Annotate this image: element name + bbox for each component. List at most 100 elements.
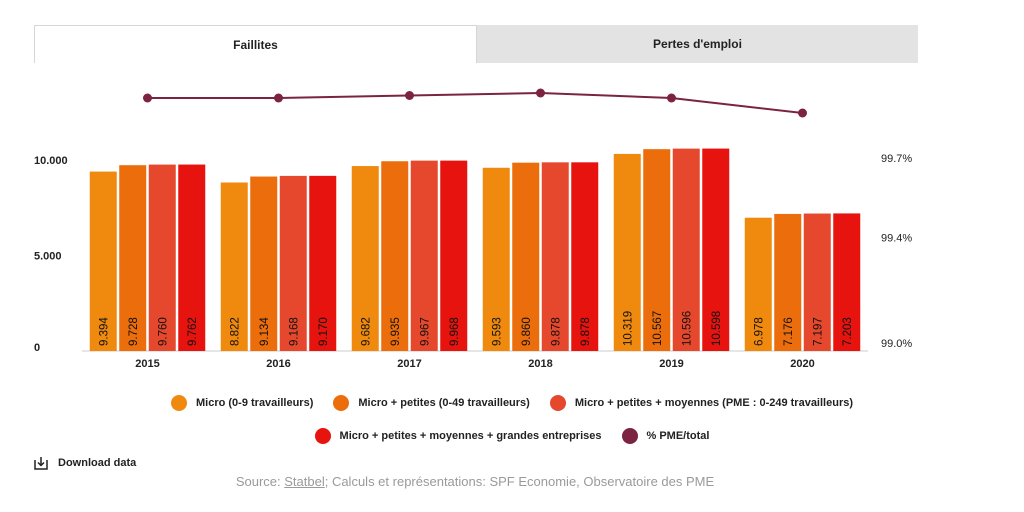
bar-value-label: 9.593 [491,317,503,346]
bar-value-label: 9.728 [128,317,140,346]
legend-label-total: Micro + petites + moyennes + grandes ent… [339,430,602,442]
bar[interactable] [309,175,337,351]
bar-value-label: 9.134 [259,317,271,346]
right-axis: 99.0% 99.4% 99.7% [881,153,912,350]
legend-label-micro: Micro (0-9 travailleurs) [195,397,314,409]
bar-value-label: 9.878 [550,317,562,346]
pct-line-point[interactable] [274,93,283,103]
x-tick-label: 2018 [528,358,552,370]
bars: 9.394 9.728 9.760 9.762 8.822 9.134 9.168 9.170… [89,148,861,351]
bar[interactable] [89,171,117,351]
bar-value-label: 7.197 [812,317,824,346]
bar-value-label: 10.319 [622,311,634,346]
legend-item-micro[interactable]: Micro (0-9 travailleurs) [170,395,314,411]
x-tick-label: 2016 [266,358,290,370]
tab-pertes-emploi[interactable]: Pertes d'emploi [653,37,742,51]
bar-value-label: 10.598 [711,311,723,346]
bar[interactable] [279,175,307,351]
left-tick-label: 5.000 [34,251,62,263]
legend-item-total[interactable]: Micro + petites + moyennes + grandes ent… [314,428,602,444]
bar-value-label: 10.567 [652,311,664,346]
pct-line-point[interactable] [536,88,545,98]
bar[interactable] [512,162,540,351]
bar[interactable] [643,149,671,351]
bar-value-label: 9.682 [360,317,372,346]
legend-row-1: Micro (0-9 travailleurs) Micro + petites… [0,395,1024,411]
bar-value-label: 8.822 [229,317,241,346]
pct-line [143,88,807,118]
bar-value-label: 9.394 [98,317,110,346]
bar[interactable] [119,165,147,351]
bar[interactable] [672,148,700,351]
download-label: Download data [58,457,137,469]
pct-line-path [147,91,803,114]
x-axis-labels: 2015 2016 2017 2018 2019 2020 [135,358,814,370]
bar-value-label: 7.176 [783,317,795,346]
x-tick-label: 2020 [790,358,814,370]
tab-faillites[interactable]: Faillites [34,25,477,63]
bar[interactable] [803,213,831,351]
bar-value-label: 9.760 [157,317,169,346]
x-tick-label: 2017 [397,358,421,370]
bar[interactable] [410,160,438,351]
bar[interactable] [178,164,206,351]
legend-item-micro-petites[interactable]: Micro + petites (0-49 travailleurs) [333,395,530,411]
bar[interactable] [613,153,641,351]
legend-dot-total [314,428,331,444]
pct-line-point[interactable] [405,91,414,100]
legend-dot-micro [170,395,187,411]
download-data-button[interactable]: Download data [34,456,136,470]
legend-label-pme: Micro + petites + moyennes (PME : 0-249 … [574,397,854,409]
source-suffix: ; Calculs et représentations: SPF Econom… [324,474,715,489]
pct-line-point[interactable] [143,93,152,103]
bar-value-label: 9.170 [318,317,330,346]
tab-bar: Faillites Pertes d'emploi [34,25,918,63]
right-tick-label: 99.4% [881,232,912,244]
pct-line-point[interactable] [798,108,807,118]
bar[interactable] [571,162,599,351]
x-tick-label: 2015 [135,358,159,370]
legend-label-pct: % PME/total [646,430,710,442]
download-icon [34,457,48,470]
legend-row-2: Micro + petites + moyennes + grandes ent… [0,428,1024,444]
left-tick-label: 10.000 [34,155,68,167]
left-tick-label: 0 [34,342,40,354]
bar-value-label: 6.978 [753,317,765,346]
bar[interactable] [220,182,248,351]
source-link-statbel[interactable]: Statbel [284,474,325,489]
bar[interactable] [774,213,802,351]
legend-dot-pme [549,395,566,411]
bar[interactable] [744,217,772,351]
bar-value-label: 10.596 [681,311,693,346]
bar-value-label: 9.935 [390,317,402,346]
right-tick-label: 99.0% [881,338,912,350]
bar[interactable] [250,176,278,351]
bar-value-label: 9.967 [419,317,431,346]
bar-value-label: 9.878 [580,317,592,346]
source-note: Source: Statbel; Calculs et représentati… [0,474,950,489]
bar[interactable] [381,161,409,351]
pct-line-point[interactable] [667,93,676,103]
legend-item-pme[interactable]: Micro + petites + moyennes (PME : 0-249 … [549,395,854,411]
bar-value-label: 9.860 [521,317,533,346]
bar[interactable] [482,167,510,351]
legend-item-pct[interactable]: % PME/total [621,428,710,444]
bar[interactable] [148,164,176,351]
legend-label-micro-petites: Micro + petites (0-49 travailleurs) [358,397,530,409]
bar[interactable] [351,166,379,351]
bar-value-label: 9.762 [187,317,199,346]
source-prefix: Source: [235,474,285,489]
bar[interactable] [833,213,861,351]
bar-value-label: 9.168 [288,317,300,346]
bar[interactable] [702,148,730,351]
bar[interactable] [541,162,569,351]
right-tick-label: 99.7% [881,153,912,165]
x-tick-label: 2019 [659,358,683,370]
bar-value-label: 9.968 [449,317,461,346]
bar[interactable] [440,160,468,351]
left-axis: 0 5.000 10.000 [34,155,68,354]
legend-dot-micro-petites [333,395,350,411]
legend-dot-pct [621,428,638,444]
bar-value-label: 7.203 [842,317,854,346]
